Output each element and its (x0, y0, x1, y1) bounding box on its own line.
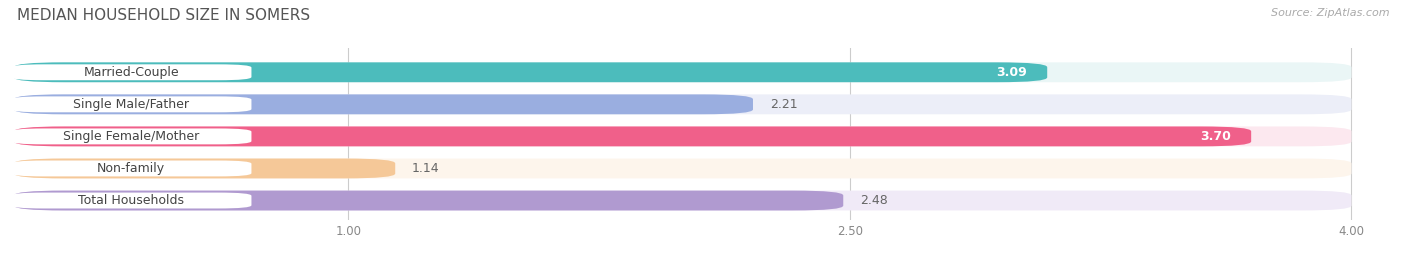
FancyBboxPatch shape (14, 62, 1351, 82)
FancyBboxPatch shape (11, 96, 252, 112)
FancyBboxPatch shape (14, 126, 1251, 146)
Text: 3.70: 3.70 (1201, 130, 1232, 143)
FancyBboxPatch shape (14, 94, 1351, 114)
FancyBboxPatch shape (11, 193, 252, 209)
Text: 2.21: 2.21 (769, 98, 797, 111)
Text: Total Households: Total Households (79, 194, 184, 207)
FancyBboxPatch shape (14, 62, 1047, 82)
FancyBboxPatch shape (14, 94, 754, 114)
Text: 2.48: 2.48 (860, 194, 887, 207)
FancyBboxPatch shape (14, 159, 1351, 178)
Text: MEDIAN HOUSEHOLD SIZE IN SOMERS: MEDIAN HOUSEHOLD SIZE IN SOMERS (17, 8, 309, 23)
Text: Source: ZipAtlas.com: Source: ZipAtlas.com (1271, 8, 1389, 18)
FancyBboxPatch shape (11, 128, 252, 144)
Text: Married-Couple: Married-Couple (83, 66, 179, 79)
Text: 3.09: 3.09 (997, 66, 1028, 79)
FancyBboxPatch shape (11, 161, 252, 176)
FancyBboxPatch shape (14, 191, 1351, 210)
FancyBboxPatch shape (14, 159, 395, 178)
Text: Single Female/Mother: Single Female/Mother (63, 130, 200, 143)
FancyBboxPatch shape (11, 64, 252, 80)
Text: Single Male/Father: Single Male/Father (73, 98, 188, 111)
Text: 1.14: 1.14 (412, 162, 440, 175)
Text: Non-family: Non-family (97, 162, 165, 175)
FancyBboxPatch shape (14, 126, 1351, 146)
FancyBboxPatch shape (14, 191, 844, 210)
